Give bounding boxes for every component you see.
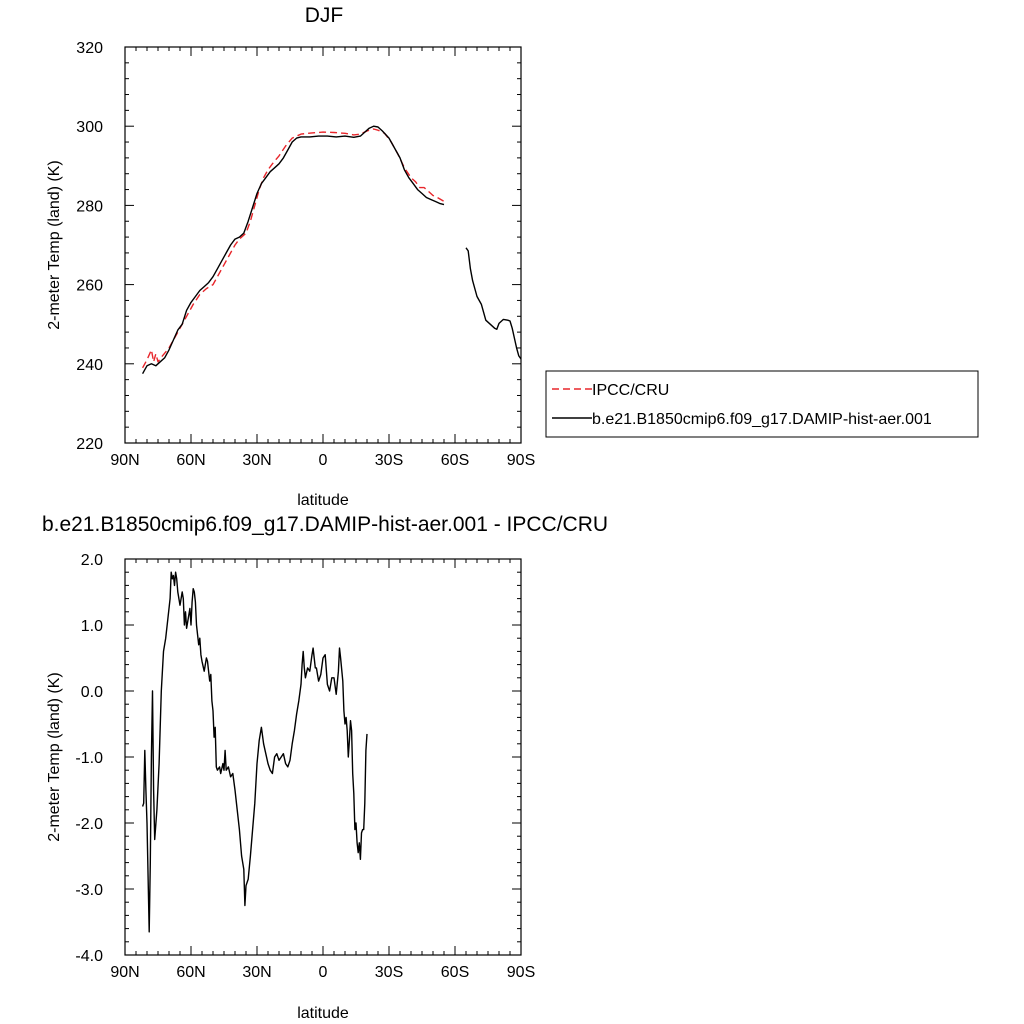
x-tick-label: 30N	[242, 452, 271, 469]
series-group	[141, 125, 522, 375]
x-tick-label: 90S	[507, 452, 535, 469]
x-axis-label: latitude	[297, 1005, 349, 1022]
chart-title: DJF	[305, 4, 344, 27]
x-tick-label: 30S	[375, 964, 403, 981]
y-tick-label: 320	[76, 40, 103, 57]
x-tick-label: 30N	[242, 964, 271, 981]
y-tick-label: 300	[76, 119, 103, 136]
y-tick-label: 260	[76, 278, 103, 295]
y-tick-label: -4.0	[75, 948, 103, 965]
x-tick-label: 90S	[507, 964, 535, 981]
y-axis: 2.0 1.0 0.0 -1.0 -2.0 -3.0 -4.0	[75, 552, 521, 965]
y-tick-label: -3.0	[75, 882, 103, 899]
y-tick-label: 2.0	[81, 552, 103, 569]
x-tick-label: 60N	[176, 452, 205, 469]
x-tick-label: 60S	[441, 452, 469, 469]
plot-frame	[124, 46, 522, 444]
y-tick-label: 1.0	[81, 618, 103, 635]
x-axis: 90N 60N 30N 0 30S 60S 90S	[110, 47, 535, 469]
y-tick-label: 0.0	[81, 684, 103, 701]
y-axis: 220 240 260 280 300 320	[76, 40, 521, 453]
chart-panel-bottom: b.e21.B1850cmip6.f09_g17.DAMIP-hist-aer.…	[42, 513, 608, 1022]
legend: IPCC/CRU b.e21.B1850cmip6.f09_g17.DAMIP-…	[545, 370, 979, 438]
y-tick-label: 220	[76, 436, 103, 453]
y-tick-label: 280	[76, 198, 103, 215]
x-tick-label: 0	[319, 452, 328, 469]
y-axis-label: 2-meter Temp (land) (K)	[46, 160, 63, 330]
y-tick-label: 240	[76, 357, 103, 374]
x-tick-label: 90N	[110, 964, 139, 981]
x-tick-label: 0	[319, 964, 328, 981]
x-axis-label: latitude	[297, 492, 349, 509]
x-tick-label: 60N	[176, 964, 205, 981]
y-tick-label: -1.0	[75, 750, 103, 767]
legend-label-cru: IPCC/CRU	[592, 382, 669, 399]
x-tick-label: 30S	[375, 452, 403, 469]
series-line-0-segment-0	[141, 128, 445, 369]
x-axis: 90N 60N 30N 0 30S 60S 90S	[110, 559, 535, 981]
y-axis-label: 2-meter Temp (land) (K)	[46, 672, 63, 842]
chart-title: b.e21.B1850cmip6.f09_g17.DAMIP-hist-aer.…	[42, 513, 608, 536]
chart-panel-top: DJF 90N 60N 30N 0 30S 60S 90S 220 240 260 280 300 3…	[46, 4, 979, 509]
x-tick-label: 90N	[110, 452, 139, 469]
series-group	[141, 571, 368, 933]
legend-box	[545, 370, 979, 438]
legend-label-model: b.e21.B1850cmip6.f09_g17.DAMIP-hist-aer.…	[592, 411, 932, 428]
series-line-0-segment-0	[141, 571, 368, 933]
x-tick-label: 60S	[441, 964, 469, 981]
series-line-1-segment-0	[141, 125, 445, 375]
series-line-1-segment-1	[465, 247, 522, 360]
y-tick-label: -2.0	[75, 816, 103, 833]
